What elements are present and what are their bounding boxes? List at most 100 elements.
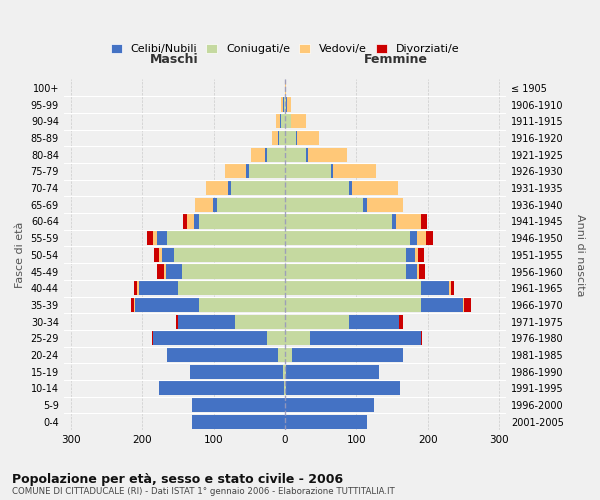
Bar bbox=[249, 164, 285, 178]
Bar bbox=[235, 314, 285, 328]
Bar bbox=[463, 298, 464, 312]
Bar bbox=[308, 148, 347, 162]
Bar bbox=[287, 98, 290, 112]
Bar bbox=[419, 264, 425, 278]
Bar bbox=[284, 382, 285, 396]
Bar bbox=[206, 181, 228, 195]
Bar bbox=[334, 164, 376, 178]
Bar bbox=[464, 298, 471, 312]
Bar bbox=[406, 264, 417, 278]
Bar bbox=[154, 248, 160, 262]
Bar bbox=[285, 231, 410, 245]
Bar bbox=[213, 198, 217, 212]
Bar bbox=[277, 114, 280, 128]
Bar bbox=[285, 98, 286, 112]
Bar bbox=[285, 348, 292, 362]
Bar bbox=[167, 231, 285, 245]
Bar bbox=[396, 214, 421, 228]
Bar bbox=[265, 148, 267, 162]
Bar bbox=[247, 164, 249, 178]
Bar bbox=[285, 382, 286, 396]
Bar bbox=[272, 131, 278, 145]
Bar bbox=[410, 231, 417, 245]
Bar bbox=[284, 98, 285, 112]
Bar bbox=[290, 114, 292, 128]
Bar bbox=[285, 131, 296, 145]
Bar bbox=[292, 114, 305, 128]
Bar bbox=[194, 214, 199, 228]
Bar bbox=[285, 281, 421, 295]
Bar bbox=[283, 364, 285, 379]
Bar bbox=[352, 181, 398, 195]
Bar bbox=[285, 148, 307, 162]
Bar bbox=[285, 364, 286, 379]
Bar bbox=[286, 364, 379, 379]
Y-axis label: Fasce di età: Fasce di età bbox=[15, 222, 25, 288]
Bar bbox=[421, 331, 422, 345]
Bar bbox=[267, 148, 285, 162]
Bar bbox=[421, 214, 427, 228]
Bar bbox=[296, 131, 297, 145]
Bar bbox=[285, 181, 349, 195]
Bar bbox=[199, 298, 285, 312]
Bar bbox=[297, 131, 319, 145]
Bar bbox=[310, 331, 421, 345]
Bar bbox=[280, 114, 281, 128]
Bar bbox=[232, 181, 285, 195]
Bar bbox=[285, 331, 310, 345]
Bar bbox=[199, 214, 285, 228]
Bar bbox=[157, 231, 167, 245]
Bar bbox=[175, 248, 285, 262]
Legend: Celibi/Nubili, Coniugati/e, Vedovi/e, Divorziati/e: Celibi/Nubili, Coniugati/e, Vedovi/e, Di… bbox=[106, 40, 464, 59]
Bar bbox=[285, 164, 331, 178]
Bar bbox=[192, 414, 285, 429]
Bar bbox=[187, 214, 194, 228]
Bar bbox=[292, 348, 403, 362]
Bar bbox=[392, 214, 396, 228]
Bar bbox=[283, 98, 284, 112]
Bar bbox=[418, 248, 424, 262]
Bar bbox=[152, 331, 153, 345]
Bar bbox=[178, 314, 235, 328]
Bar bbox=[153, 231, 157, 245]
Bar bbox=[285, 114, 290, 128]
Bar bbox=[160, 248, 161, 262]
Bar bbox=[421, 281, 449, 295]
Bar bbox=[183, 214, 187, 228]
Bar bbox=[449, 281, 451, 295]
Bar bbox=[415, 248, 418, 262]
Bar bbox=[367, 198, 403, 212]
Bar bbox=[285, 198, 364, 212]
Bar bbox=[178, 281, 285, 295]
Bar bbox=[135, 298, 199, 312]
Bar bbox=[153, 331, 267, 345]
Bar bbox=[278, 131, 279, 145]
Bar bbox=[160, 382, 284, 396]
Bar bbox=[417, 231, 425, 245]
Bar bbox=[166, 264, 182, 278]
Bar bbox=[139, 281, 178, 295]
Bar bbox=[228, 181, 232, 195]
Bar bbox=[285, 248, 406, 262]
Bar bbox=[164, 264, 166, 278]
Bar bbox=[131, 298, 134, 312]
Bar bbox=[286, 382, 400, 396]
Bar bbox=[417, 264, 419, 278]
Bar bbox=[285, 214, 392, 228]
Bar bbox=[285, 264, 406, 278]
Bar bbox=[134, 281, 137, 295]
Bar bbox=[364, 198, 367, 212]
Bar bbox=[285, 298, 421, 312]
Bar bbox=[349, 181, 352, 195]
Bar bbox=[425, 231, 433, 245]
Bar bbox=[157, 264, 164, 278]
Bar bbox=[285, 414, 367, 429]
Text: COMUNE DI CITTADUCALE (RI) - Dati ISTAT 1° gennaio 2006 - Elaborazione TUTTITALI: COMUNE DI CITTADUCALE (RI) - Dati ISTAT … bbox=[12, 488, 395, 496]
Bar bbox=[331, 164, 334, 178]
Bar bbox=[285, 314, 349, 328]
Bar bbox=[279, 131, 285, 145]
Bar bbox=[161, 248, 175, 262]
Bar bbox=[399, 314, 403, 328]
Bar bbox=[182, 264, 285, 278]
Text: Maschi: Maschi bbox=[150, 53, 199, 66]
